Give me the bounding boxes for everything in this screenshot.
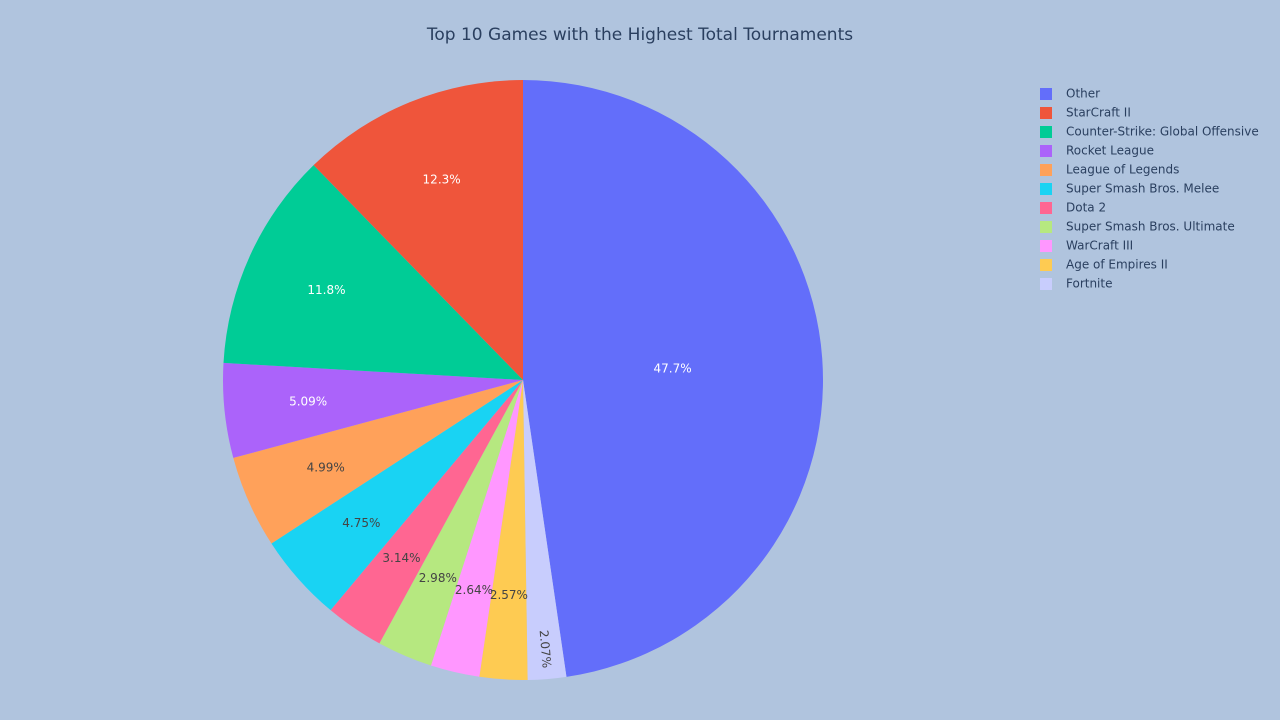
pie-slice-label-super-smash-bros-melee: 4.75%: [342, 516, 380, 530]
legend-item-dota-2[interactable]: Dota 2: [1040, 201, 1106, 215]
legend-swatch: [1040, 145, 1052, 157]
pie-slice-dota-2: [330, 380, 523, 644]
legend-label: Other: [1066, 87, 1100, 101]
pie-slice-league-of-legends: [233, 380, 523, 544]
pie-slice-super-smash-bros-ultimate: [379, 380, 523, 666]
legend-item-rocket-league[interactable]: Rocket League: [1040, 144, 1154, 158]
chart-title: Top 10 Games with the Highest Total Tour…: [426, 25, 853, 45]
pie-slice-other: [523, 80, 823, 677]
legend-item-super-smash-bros-ultimate[interactable]: Super Smash Bros. Ultimate: [1040, 220, 1235, 234]
legend-label: Fortnite: [1066, 277, 1112, 291]
pie-slice-label-counter-strike-global-offensive: 11.8%: [307, 283, 345, 297]
legend-item-warcraft-iii[interactable]: WarCraft III: [1040, 239, 1133, 253]
pie-slice-label-starcraft-ii: 12.3%: [423, 172, 461, 186]
legend-label: WarCraft III: [1066, 239, 1133, 253]
legend: Other StarCraft II Counter-Strike: Global …: [1040, 87, 1259, 291]
legend-label: Dota 2: [1066, 201, 1106, 215]
legend-swatch: [1040, 221, 1052, 233]
legend-item-super-smash-bros-melee[interactable]: Super Smash Bros. Melee: [1040, 182, 1219, 196]
pie-slice-fortnite: [523, 380, 567, 680]
pie-slices: [223, 80, 823, 680]
pie-slice-label-other: 47.7%: [654, 362, 692, 376]
legend-swatch: [1040, 164, 1052, 176]
legend-label: StarCraft II: [1066, 106, 1131, 120]
legend-label: Age of Empires II: [1066, 258, 1168, 272]
pie-slice-warcraft-iii: [430, 380, 523, 677]
legend-swatch: [1040, 240, 1052, 252]
legend-item-starcraft-ii[interactable]: StarCraft II: [1040, 106, 1131, 120]
pie-slice-label-dota-2: 3.14%: [382, 551, 420, 565]
pie-slice-starcraft-ii: [313, 80, 523, 380]
legend-swatch: [1040, 88, 1052, 100]
legend-label: League of Legends: [1066, 163, 1179, 177]
pie-slice-labels: 47.7% 2.07% 2.57%2.64%2.98% 3.14% 4.75% 4.99%…: [289, 172, 692, 668]
legend-swatch: [1040, 278, 1052, 290]
pie-slice-super-smash-bros-melee: [271, 380, 523, 611]
legend-swatch: [1040, 107, 1052, 119]
legend-label: Super Smash Bros. Ultimate: [1066, 220, 1235, 234]
legend-item-other[interactable]: Other: [1040, 87, 1100, 101]
pie-slice-rocket-league: [223, 362, 523, 458]
legend-swatch: [1040, 202, 1052, 214]
legend-item-counter-strike-global-offensive[interactable]: Counter-Strike: Global Offensive: [1040, 125, 1259, 139]
legend-item-age-of-empires-ii[interactable]: Age of Empires II: [1040, 258, 1168, 272]
pie-slice-label-warcraft-iii: 2.64%: [455, 583, 493, 597]
pie-slice-label-super-smash-bros-ultimate: 2.98%: [419, 571, 457, 585]
pie-slice-age-of-empires-ii: [479, 380, 528, 680]
legend-swatch: [1040, 259, 1052, 271]
pie-slice-label-league-of-legends: 4.99%: [307, 460, 345, 474]
legend-label: Counter-Strike: Global Offensive: [1066, 125, 1259, 139]
legend-label: Rocket League: [1066, 144, 1154, 158]
pie-slice-label-fortnite: 2.07%: [537, 630, 554, 669]
legend-item-fortnite[interactable]: Fortnite: [1040, 277, 1112, 291]
pie-slice-label-age-of-empires-ii: 2.57%: [490, 588, 528, 602]
pie-slice-label-rocket-league: 5.09%: [289, 395, 327, 409]
pie-slice-counter-strike-global-offensive: [223, 165, 524, 380]
legend-label: Super Smash Bros. Melee: [1066, 182, 1219, 196]
legend-swatch: [1040, 183, 1052, 195]
legend-swatch: [1040, 126, 1052, 138]
legend-item-league-of-legends[interactable]: League of Legends: [1040, 163, 1179, 177]
